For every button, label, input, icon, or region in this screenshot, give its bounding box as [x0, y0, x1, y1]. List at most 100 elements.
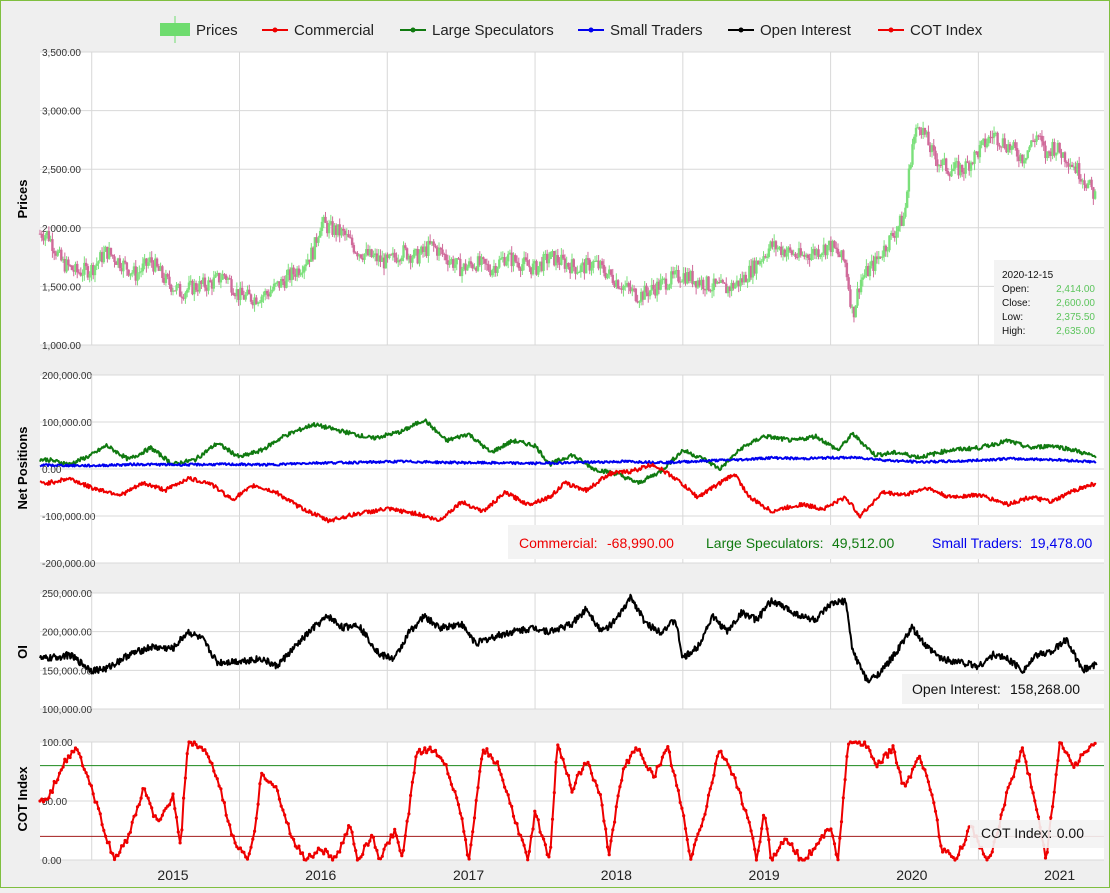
cot-index-line-point [964, 838, 968, 842]
cot-index-line-point [671, 769, 675, 773]
price-candle [604, 272, 607, 279]
price-candle [735, 280, 739, 285]
large-speculators-line [39, 418, 1097, 485]
price-candle [113, 256, 116, 262]
cot-index-line-point [1019, 750, 1023, 754]
cot-index-line-point [918, 754, 922, 758]
price-candle [503, 257, 506, 266]
commercial-tooltip-value: -68,990.00 [607, 535, 674, 551]
price-candle [599, 261, 602, 269]
cot-index-line-point [962, 843, 966, 847]
price-candle [854, 305, 857, 318]
cot-index-line-point [836, 858, 840, 862]
price-candle [237, 289, 240, 300]
price-candle [992, 132, 996, 138]
price-candle [439, 247, 442, 250]
cot-index-line-point [144, 793, 148, 798]
cot-index-line-point [504, 789, 508, 794]
price-candle [719, 280, 723, 284]
cot-index-line-point [520, 838, 524, 842]
cot-index-line-point [715, 754, 720, 758]
price-candle [201, 277, 205, 285]
price-candle [840, 250, 843, 258]
price-candle [905, 191, 909, 208]
cot-index-line-point [258, 782, 262, 786]
cot-index-line-point [401, 848, 406, 852]
legend-item-label[interactable]: Large Speculators [432, 22, 554, 39]
cot-index-line-point [393, 827, 397, 831]
cot-index-line-point [467, 857, 471, 861]
price-candle [567, 262, 570, 267]
price-candle [450, 259, 453, 262]
price-candle [168, 276, 171, 285]
prices-panel[interactable]: 3,500.00 3,000.00 2,500.00 2,000.00 1,500.00… [38, 48, 1104, 352]
cot-index-line-point [490, 756, 494, 760]
cot-index-line-point [449, 782, 453, 787]
price-candle [58, 249, 61, 252]
cot-index-line-point [334, 855, 338, 859]
cot-index-line-point [731, 773, 736, 777]
legend[interactable]: Prices Commercial Large Speculators Small T… [160, 16, 983, 43]
price-candle [792, 253, 795, 255]
price-candle [606, 273, 609, 279]
price-candle [425, 246, 428, 256]
cot-index-line-point [776, 849, 780, 853]
price-candle [63, 259, 67, 272]
cot-index-line-point [832, 842, 837, 846]
price-candle [1010, 146, 1013, 150]
price-candle [572, 259, 575, 268]
price-candle [916, 127, 919, 129]
cot-index-line-point [593, 779, 597, 783]
price-candle [707, 276, 710, 291]
cot-index-line-point [935, 818, 939, 822]
cot-index-line-point [676, 788, 681, 793]
cot-index-line-point [47, 796, 51, 800]
cot-index-line-point [777, 846, 782, 850]
cot-index-line-point [909, 775, 913, 779]
cot-index-line-point [613, 820, 617, 824]
legend-item-label[interactable]: Small Traders [610, 22, 703, 39]
price-candle [712, 278, 716, 290]
legend-item-label[interactable]: Prices [196, 22, 238, 39]
price-candle [824, 244, 827, 256]
price-candle [84, 262, 88, 267]
price-candle [228, 278, 231, 280]
cot-index-line-point [875, 765, 879, 769]
price-candle [760, 260, 763, 262]
price-candle [558, 262, 561, 265]
legend-item-label[interactable]: Commercial [294, 22, 374, 39]
price-candle [1040, 135, 1044, 142]
legend-marker-icon [588, 27, 594, 33]
price-candle [258, 302, 262, 304]
cot-index-line-point [283, 813, 287, 817]
price-candle [526, 260, 529, 266]
price-candle [1046, 151, 1049, 159]
price-candle [109, 247, 113, 255]
price-candle [154, 258, 157, 272]
price-candle [776, 247, 779, 250]
cot-index-panel[interactable]: 100.00 50.00 0.00 [38, 738, 1104, 867]
cot-index-line-point [749, 829, 753, 833]
legend-item-label[interactable]: COT Index [910, 22, 983, 39]
cot-index-line-point [290, 835, 294, 839]
price-candle [240, 287, 244, 296]
cot-index-line-point [329, 854, 333, 858]
price-candle [822, 244, 826, 254]
price-candle [923, 127, 927, 135]
price-candle [946, 170, 950, 174]
cot-index-line-point [373, 845, 377, 850]
price-candle [684, 273, 687, 284]
x-year-label: 2015 [157, 867, 188, 883]
price-candle [668, 284, 671, 289]
legend-item-label[interactable]: Open Interest [760, 22, 852, 39]
price-candle [193, 283, 196, 295]
price-candle [757, 260, 760, 265]
cot-index-line-point [68, 755, 72, 760]
price-candle [608, 269, 611, 274]
cot-index-line-point [465, 853, 469, 857]
cot-index-line-point [128, 830, 132, 834]
cot-index-line-point [261, 773, 265, 777]
price-candle [129, 273, 132, 276]
price-candle [150, 257, 153, 263]
price-candle [549, 251, 552, 259]
